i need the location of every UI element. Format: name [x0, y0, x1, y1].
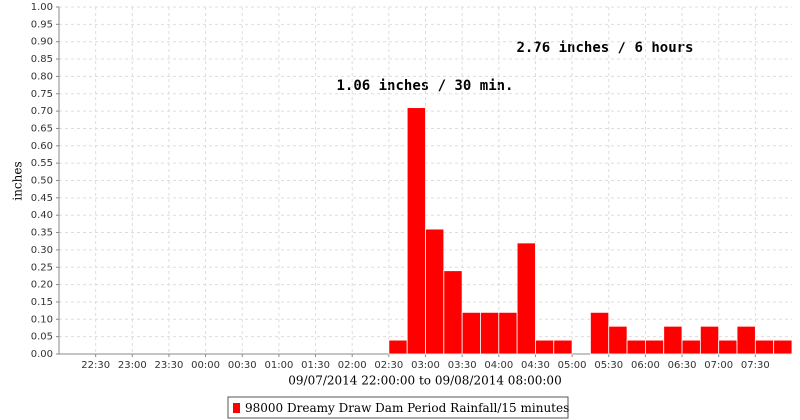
x-tick-label: 03:30: [448, 360, 477, 371]
x-tick-label: 07:00: [704, 360, 733, 371]
bar: [736, 325, 756, 355]
y-tick-label: 0.25: [31, 262, 53, 273]
x-tick-label: 05:30: [594, 360, 623, 371]
bar: [699, 325, 720, 355]
x-tick-label: 06:30: [668, 360, 697, 371]
x-tick-label: 23:00: [118, 360, 147, 371]
y-tick-label: 0.90: [31, 37, 53, 48]
x-tick-label: 01:00: [264, 360, 293, 371]
y-tick-label: 0.40: [31, 210, 53, 221]
bar: [480, 311, 500, 355]
y-tick-label: 0.00: [31, 349, 53, 360]
x-tick-label: 01:30: [301, 360, 330, 371]
x-tick-label: 22:30: [81, 360, 110, 371]
y-tick-label: 1.00: [31, 2, 53, 13]
bar: [443, 270, 463, 355]
y-tick-label: 0.50: [31, 176, 53, 187]
y-tick-label: 0.75: [31, 89, 53, 100]
x-tick-label: 05:00: [558, 360, 587, 371]
x-tick-label: 02:30: [374, 360, 403, 371]
x-tick-label: 00:30: [228, 360, 257, 371]
x-tick-label: 06:00: [631, 360, 660, 371]
legend-label: 98000 Dreamy Draw Dam Period Rainfall/15…: [245, 401, 569, 415]
y-tick-label: 0.60: [31, 141, 53, 152]
x-tick-label: 07:30: [741, 360, 770, 371]
bar: [535, 339, 555, 355]
y-axis-title: inches: [11, 161, 25, 200]
bar: [626, 339, 646, 355]
x-tick-label: 04:00: [484, 360, 513, 371]
x-tick-label: 04:30: [521, 360, 550, 371]
y-tick-label: 0.10: [31, 314, 53, 325]
y-tick-label: 0.85: [31, 54, 53, 65]
y-tick-label: 0.65: [31, 123, 53, 134]
x-tick-label: 03:00: [411, 360, 440, 371]
bar: [516, 242, 536, 355]
bar: [406, 107, 426, 355]
legend-swatch: [233, 403, 240, 413]
y-tick-label: 0.45: [31, 193, 53, 204]
bar: [461, 311, 481, 355]
y-tick-label: 0.35: [31, 228, 53, 239]
bar: [718, 339, 738, 355]
y-tick-label: 0.15: [31, 297, 53, 308]
bar: [498, 311, 518, 355]
y-tick-label: 0.30: [31, 245, 53, 256]
bar: [663, 325, 683, 355]
bar: [681, 339, 701, 355]
legend-box: [227, 396, 569, 419]
bar: [754, 339, 775, 355]
x-tick-label: 23:30: [155, 360, 184, 371]
y-tick-label: 0.70: [31, 106, 53, 117]
x-tick-label: 00:00: [191, 360, 220, 371]
bar: [608, 325, 628, 355]
y-tick-label: 0.95: [31, 19, 53, 30]
x-tick-label: 02:00: [338, 360, 367, 371]
annotation: 2.76 inches / 6 hours: [516, 40, 693, 56]
x-axis-title: 09/07/2014 22:00:00 to 09/08/2014 08:00:…: [288, 374, 561, 388]
bar: [388, 339, 408, 355]
bar: [590, 311, 610, 355]
bar: [645, 339, 665, 355]
y-tick-label: 0.55: [31, 158, 53, 169]
y-tick-label: 0.20: [31, 280, 53, 291]
bar: [553, 339, 573, 355]
y-tick-label: 0.80: [31, 71, 53, 82]
bar: [773, 339, 793, 355]
bar: [425, 228, 445, 355]
y-tick-label: 0.05: [31, 332, 53, 343]
